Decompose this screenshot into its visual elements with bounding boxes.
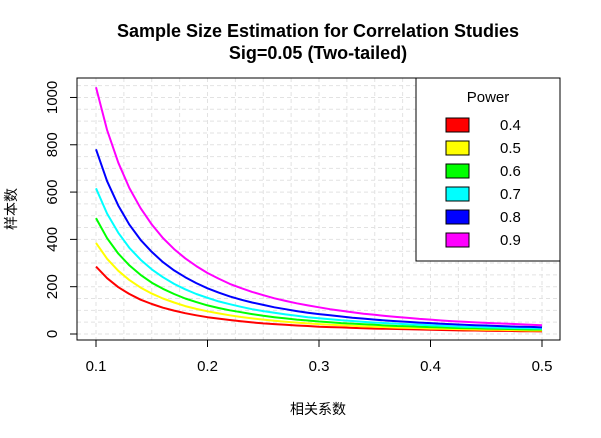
legend-swatch-0.6 (445, 163, 470, 179)
y-tick-label: 1000 (44, 81, 61, 114)
y-tick-label: 600 (44, 180, 61, 205)
legend-title: Power (467, 89, 510, 106)
legend-label-0.6: 0.6 (500, 163, 521, 180)
legend-label-0.9: 0.9 (500, 232, 521, 249)
y-tick-label: 400 (44, 227, 61, 252)
legend-swatch-0.7 (445, 186, 470, 202)
x-axis-label: 相关系数 (290, 402, 346, 418)
legend-label-0.5: 0.5 (500, 140, 521, 157)
legend-swatch-0.8 (445, 209, 470, 225)
series-line-power-0.6 (95, 217, 542, 331)
series-line-power-0.4 (95, 265, 543, 333)
x-tick-label: 0.5 (532, 358, 553, 375)
legend-swatch-0.9 (445, 232, 470, 248)
series-lines (95, 87, 543, 333)
chart-title: Sample Size Estimation for Correlation S… (117, 21, 519, 41)
legend: Power 0.4 0.5 0.6 0.7 0.8 0.9 (415, 77, 561, 262)
series-line-power-0.5 (95, 242, 542, 332)
legend-label-0.7: 0.7 (500, 186, 521, 203)
y-axis: 0 200 400 600 800 1000 (44, 81, 77, 338)
series-line-power-0.7 (95, 187, 543, 330)
y-tick-label: 200 (44, 274, 61, 299)
x-tick-label: 0.4 (420, 358, 441, 375)
y-tick-label: 0 (44, 330, 61, 338)
x-axis: 0.1 0.2 0.3 0.4 0.5 (86, 340, 553, 375)
x-tick-label: 0.2 (197, 358, 218, 375)
grid (77, 78, 560, 340)
legend-swatch-0.5 (445, 140, 470, 156)
legend-box (415, 77, 561, 262)
legend-swatch-0.4 (445, 117, 470, 133)
chart-subtitle: Sig=0.05 (Two-tailed) (229, 43, 407, 63)
y-axis-label: 样本数 (4, 188, 20, 230)
x-tick-label: 0.3 (309, 358, 330, 375)
x-tick-label: 0.1 (86, 358, 107, 375)
legend-label-0.8: 0.8 (500, 209, 521, 226)
series-line-power-0.8 (95, 148, 543, 329)
y-tick-label: 800 (44, 132, 61, 157)
series-line-power-0.9 (95, 87, 543, 327)
legend-label-0.4: 0.4 (500, 117, 521, 134)
